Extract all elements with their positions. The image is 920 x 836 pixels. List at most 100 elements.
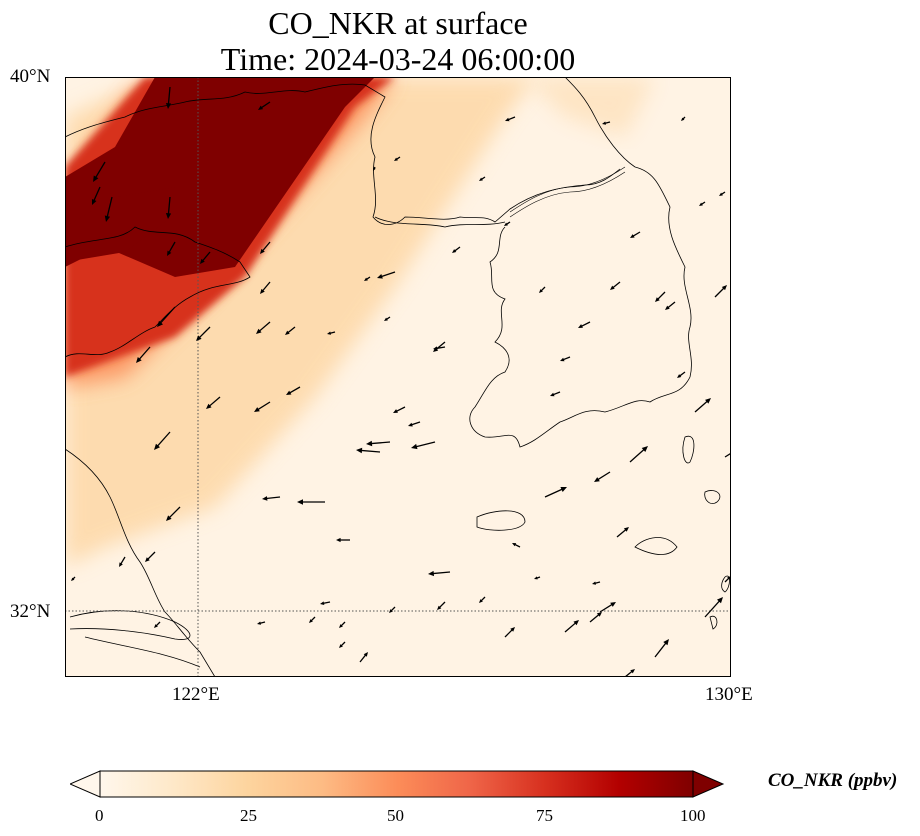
colorbar-label: CO_NKR (ppbv) xyxy=(768,770,898,791)
concentration-field xyxy=(65,77,655,567)
wind-arrow-shaft xyxy=(257,321,271,333)
wind-arrow-head xyxy=(630,234,635,238)
wind-arrow-head xyxy=(167,250,172,256)
colorbar-tick-0: 0 xyxy=(95,806,104,825)
wind-arrow-head xyxy=(641,446,648,453)
wind-arrow-shaft xyxy=(599,603,614,613)
wind-arrow-shaft xyxy=(694,399,709,413)
wind-arrow-head xyxy=(93,175,99,182)
wind-arrow-head xyxy=(364,277,368,281)
wind-arrow-shaft xyxy=(167,86,171,106)
wind-arrow-head xyxy=(377,274,383,279)
wind-arrow-head xyxy=(394,157,398,161)
wind-arrow-head xyxy=(504,222,508,226)
wind-arrow-head xyxy=(254,407,260,412)
colorbar-gradient xyxy=(99,770,694,798)
wind-arrow-head xyxy=(145,557,150,562)
east-coast-tint xyxy=(525,77,655,137)
wind-arrow-shaft xyxy=(359,449,381,453)
wind-arrow-head xyxy=(258,105,264,110)
wind-arrow-head xyxy=(165,212,172,219)
lat-label-40n: 40°N xyxy=(10,66,51,87)
wind-arrow-head xyxy=(136,357,142,363)
wind-arrow-head xyxy=(309,619,313,623)
wind-arrow-shaft xyxy=(167,506,181,520)
wind-arrow-shaft xyxy=(589,613,601,623)
wind-arrow-head xyxy=(393,409,398,413)
wind-arrow-head xyxy=(479,599,483,603)
wind-arrow-shaft xyxy=(92,186,101,203)
wind-arrow-shaft xyxy=(146,551,156,561)
wind-arrow-head xyxy=(534,576,538,580)
wind-arrow-shaft xyxy=(261,241,271,253)
map-title: CO_NKR at surface xyxy=(268,5,528,41)
wind-arrow-shaft xyxy=(714,286,726,298)
wind-arrow-shaft xyxy=(369,441,391,445)
wind-arrow-shaft xyxy=(504,628,514,638)
wind-arrow-shaft xyxy=(197,326,211,340)
wind-arrow-head xyxy=(286,390,292,395)
wind-arrow-head xyxy=(327,331,332,335)
wind-arrow-shaft xyxy=(434,341,446,351)
wind-arrow-head xyxy=(505,117,510,122)
map-timestamp: Time: 2024-03-24 06:00:00 xyxy=(220,41,576,77)
wind-arrow-shaft xyxy=(654,641,668,658)
wind-arrow-head xyxy=(366,440,373,447)
wind-arrow-shaft xyxy=(288,386,301,395)
wind-arrow-head xyxy=(512,543,517,547)
colorbar-tick-25: 25 xyxy=(240,806,257,825)
wind-arrow-shaft xyxy=(94,161,106,180)
wind-arrow-shaft xyxy=(137,346,151,361)
wind-arrow-head xyxy=(339,624,343,628)
wind-arrow-head xyxy=(285,330,290,335)
wind-arrow-head xyxy=(699,202,703,206)
colorbar-tick-100: 100 xyxy=(680,806,706,825)
wind-arrow-head xyxy=(336,537,341,543)
wind-arrow-head xyxy=(677,374,682,378)
wind-arrow-head xyxy=(157,320,164,327)
wind-arrow-head xyxy=(339,644,343,648)
wind-arrow-head xyxy=(655,297,660,302)
wind-arrow-shaft xyxy=(724,452,731,458)
map-panel xyxy=(65,77,731,677)
wind-arrow-head xyxy=(297,499,303,505)
wind-arrow-head xyxy=(71,577,75,581)
wind-arrow-head xyxy=(539,289,543,293)
wind-arrow-head xyxy=(166,515,172,521)
wind-arrow-head xyxy=(452,249,457,253)
wind-arrow-head xyxy=(260,248,265,254)
wind-arrow-head xyxy=(510,627,515,632)
wind-arrow-head xyxy=(260,288,265,294)
wind-arrow-shaft xyxy=(261,281,271,293)
wind-arrow-head xyxy=(623,527,629,532)
wind-arrow-head xyxy=(560,357,565,362)
wind-arrow-head xyxy=(592,581,597,585)
wind-arrow-head xyxy=(256,328,262,334)
wind-arrow-head xyxy=(719,192,723,196)
wind-arrow-head xyxy=(104,215,111,222)
wind-arrow-shaft xyxy=(201,251,211,263)
wind-arrow-head xyxy=(594,477,600,482)
wind-arrow-shaft xyxy=(167,196,171,216)
wind-arrow-head xyxy=(610,602,616,607)
wind-arrow-head xyxy=(630,669,635,674)
wind-arrow-shaft xyxy=(704,599,722,618)
wind-arrow-head xyxy=(705,398,711,404)
wind-arrow-head xyxy=(91,199,97,205)
lat-label-32n: 32°N xyxy=(10,601,51,622)
wind-arrow-head xyxy=(373,167,376,171)
colorbar-extend-min xyxy=(70,770,101,798)
wind-arrow-head xyxy=(257,621,262,625)
wind-arrow-shaft xyxy=(564,621,578,633)
wind-arrow-shaft xyxy=(207,396,221,408)
colorbar-tick-50: 50 xyxy=(387,806,404,825)
wind-vectors xyxy=(71,86,731,677)
wind-arrow-head xyxy=(384,317,388,321)
wind-arrow-head xyxy=(573,620,579,626)
wind-arrow-shaft xyxy=(431,571,451,575)
wind-arrow-head xyxy=(389,609,393,613)
lon-label-130e: 130°E xyxy=(705,684,753,705)
colorbar-extend-max xyxy=(692,770,725,798)
wind-arrow-head xyxy=(437,605,442,610)
wind-arrow-head xyxy=(154,624,158,628)
